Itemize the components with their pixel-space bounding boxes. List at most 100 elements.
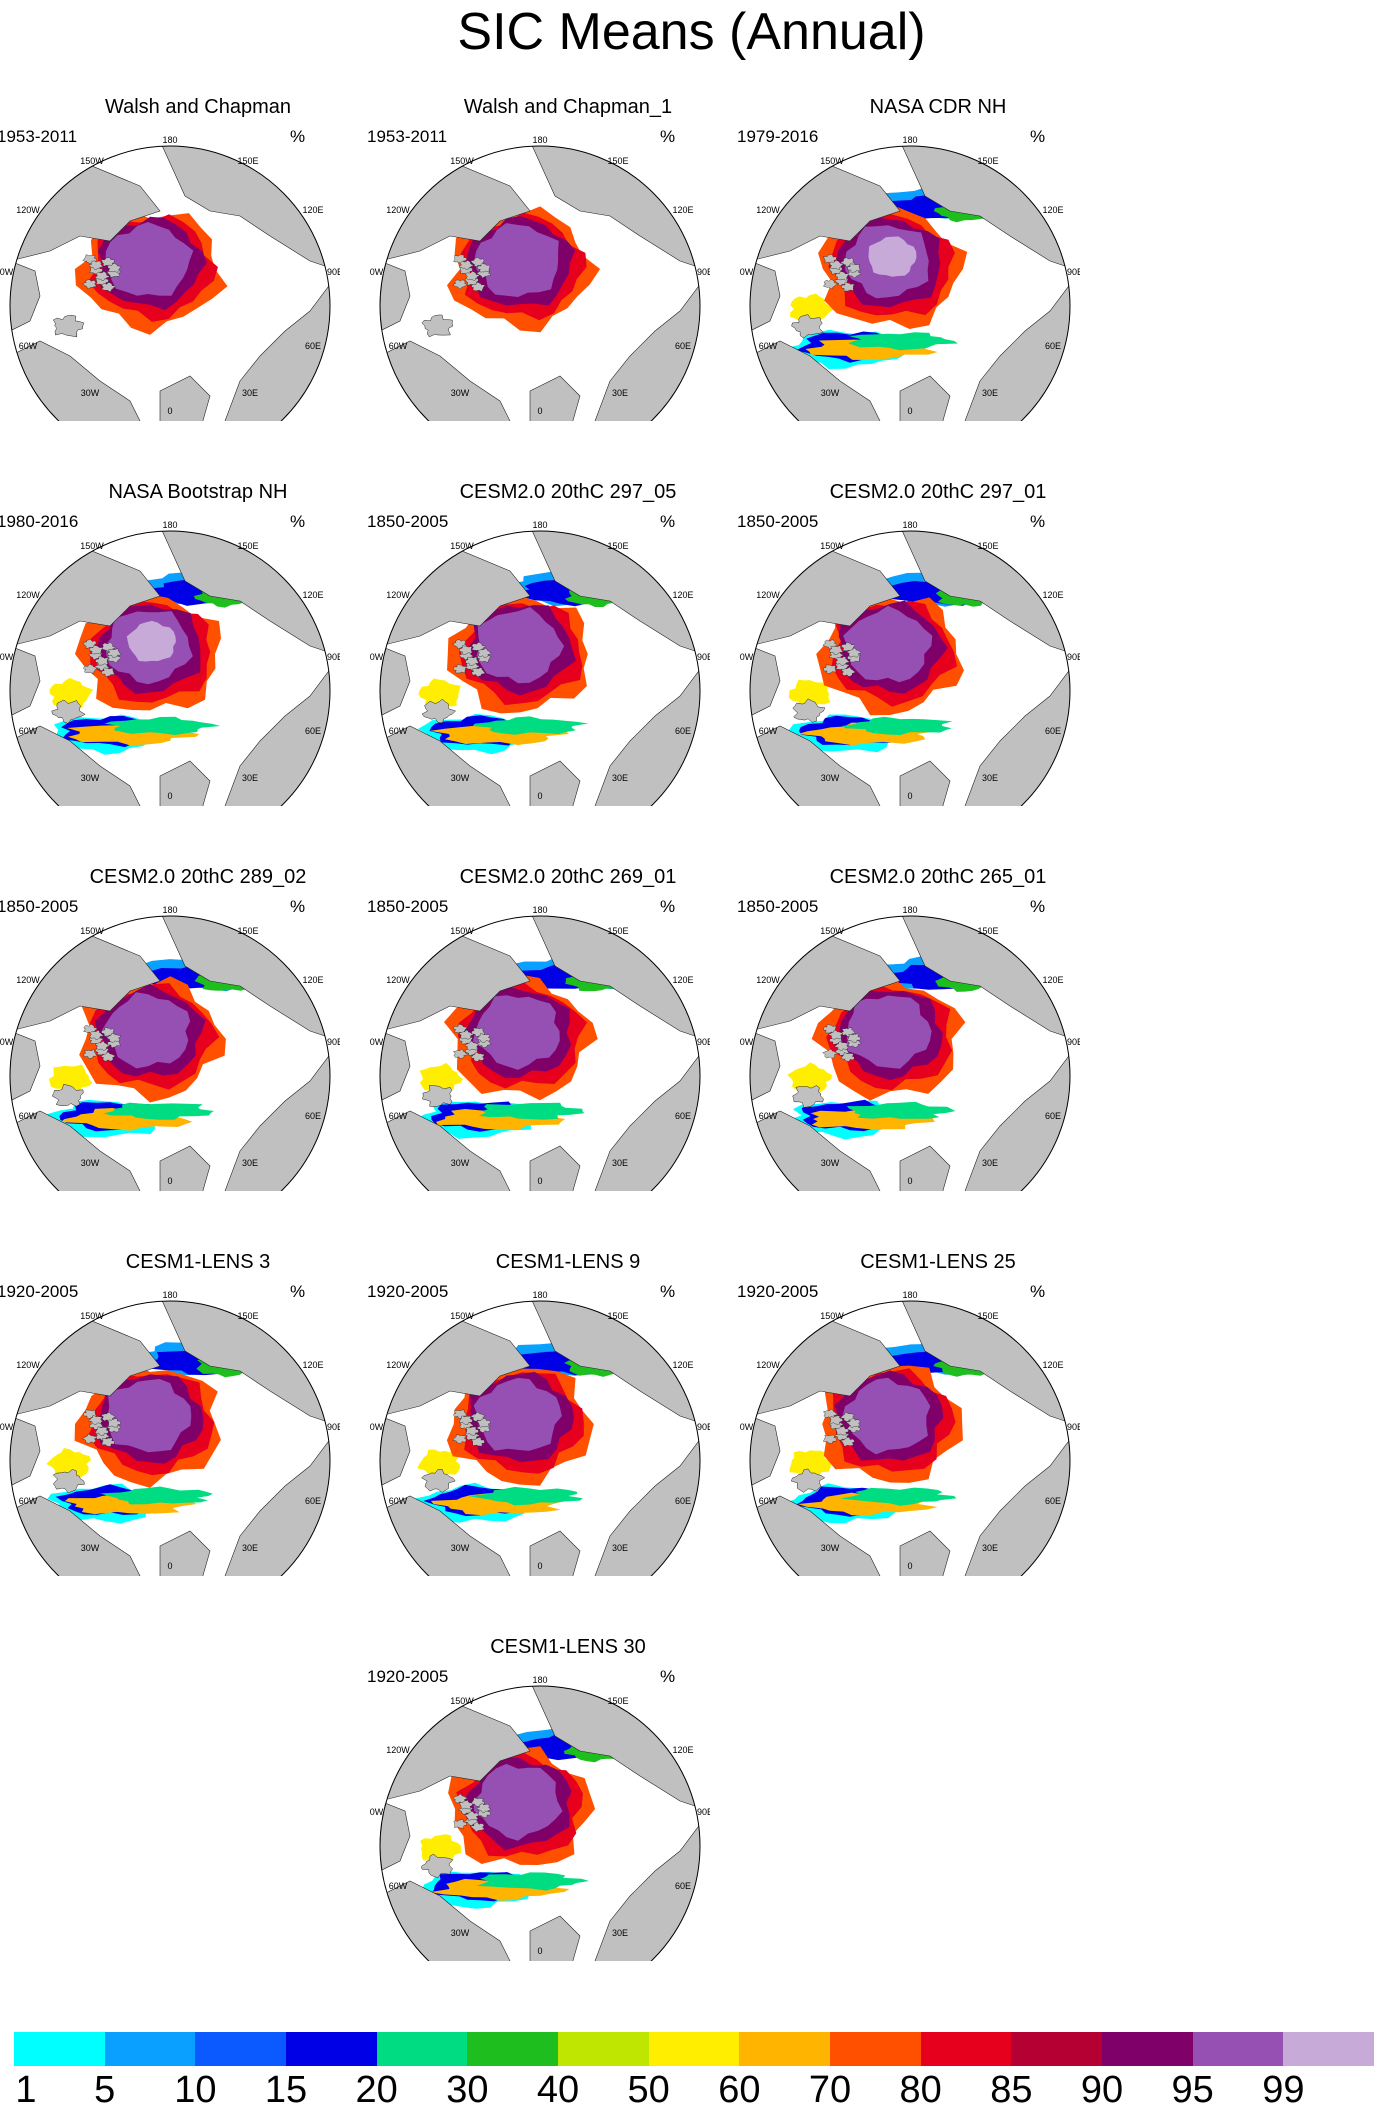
lon-label-60e: 60E: [305, 1496, 321, 1506]
lon-label-90w: 90W: [740, 1037, 754, 1047]
panel-title: NASA Bootstrap NH: [108, 481, 288, 503]
lon-label-0: 0: [907, 1176, 912, 1186]
panel-title: CESM1-LENS 30: [490, 1636, 646, 1658]
lon-label-0: 0: [907, 1561, 912, 1571]
lon-label-90e: 90E: [1067, 1037, 1080, 1047]
panel-title: Walsh and Chapman_1: [463, 96, 673, 118]
colorbar-tick-label: 5: [94, 2069, 116, 2111]
lon-label-180: 180: [162, 905, 177, 915]
lon-label-60e: 60E: [305, 726, 321, 736]
panel-unit: %: [1030, 512, 1046, 531]
lon-label-0: 0: [167, 406, 172, 416]
lon-label-120w: 120W: [756, 975, 780, 985]
colorbar-segment: [376, 2032, 468, 2066]
lon-label-120e: 120E: [672, 975, 693, 985]
map-panel: Walsh and Chapman 1953-2011% 180 150W 150E 12…: [0, 95, 380, 465]
polar-map: 180 150W 150E 120W 120E 90W 90E 60W 60E 30W 30E 0: [0, 135, 340, 421]
lon-label-90e: 90E: [697, 1807, 710, 1817]
lon-label-60e: 60E: [1045, 1496, 1061, 1506]
lon-label-120e: 120E: [672, 205, 693, 215]
lon-label-150e: 150E: [237, 541, 258, 551]
lon-label-90e: 90E: [327, 1422, 340, 1432]
lon-label-0: 0: [537, 1561, 542, 1571]
lon-label-30e: 30E: [982, 1158, 998, 1168]
lon-label-180: 180: [532, 1290, 547, 1300]
panel-period: 1850-2005: [367, 897, 449, 916]
panel-unit: %: [290, 1282, 306, 1301]
colorbar-segment: [1283, 2032, 1374, 2066]
lon-label-0: 0: [907, 791, 912, 801]
colorbar-tick-label: 1: [15, 2069, 37, 2111]
panel-unit: %: [660, 897, 676, 916]
panel-unit: %: [290, 127, 306, 146]
lon-label-60e: 60E: [675, 1496, 691, 1506]
map-panel: CESM1-LENS 3 1920-2005% 180 150W 150E 120W 120…: [0, 1250, 380, 1620]
colorbar-tick-label: 99: [1262, 2069, 1305, 2111]
map-panel: NASA Bootstrap NH 1980-2016% 180 150W 150E 12…: [0, 480, 380, 850]
panel-period: 1850-2005: [0, 897, 79, 916]
lon-label-120e: 120E: [302, 975, 323, 985]
lon-label-0: 0: [537, 1946, 542, 1956]
lon-label-90w: 90W: [0, 1037, 14, 1047]
lon-label-30e: 30E: [612, 388, 628, 398]
lon-label-150e: 150E: [237, 1311, 258, 1321]
lon-label-180: 180: [532, 1675, 547, 1685]
lon-label-150w: 150W: [80, 156, 104, 166]
lon-label-150e: 150E: [607, 541, 628, 551]
lon-label-150e: 150E: [237, 926, 258, 936]
lon-label-30e: 30E: [242, 1543, 258, 1553]
lon-label-150e: 150E: [977, 926, 998, 936]
lon-label-30e: 30E: [242, 1158, 258, 1168]
colorbar-segment: [1102, 2032, 1193, 2066]
lon-label-120w: 120W: [16, 590, 40, 600]
panel-title: CESM2.0 20thC 289_02: [89, 866, 307, 888]
colorbar-segment: [830, 2032, 921, 2066]
lon-label-150e: 150E: [607, 1696, 628, 1706]
colorbar-tick-label: 20: [355, 2069, 398, 2111]
lon-label-90e: 90E: [327, 1037, 340, 1047]
lon-label-30e: 30E: [612, 1928, 628, 1938]
colorbar-segment: [104, 2032, 196, 2066]
lon-label-30e: 30E: [612, 1543, 628, 1553]
lon-label-90w: 90W: [0, 267, 14, 277]
lon-label-120w: 120W: [386, 975, 410, 985]
lon-label-120w: 120W: [16, 975, 40, 985]
polar-map: 180 150W 150E 120W 120E 90W 90E 60W 60E 30W 30E 0: [370, 1290, 710, 1576]
lon-label-150w: 150W: [820, 926, 844, 936]
lon-label-90w: 90W: [370, 267, 384, 277]
lon-label-90e: 90E: [327, 267, 340, 277]
polar-map: 180 150W 150E 120W 120E 90W 90E 60W 60E 30W 30E 0: [0, 1290, 340, 1576]
lon-label-60w: 60W: [389, 1496, 408, 1506]
panel-title: CESM1-LENS 9: [495, 1251, 641, 1273]
colorbar-tick-label: 30: [446, 2069, 489, 2111]
panel-unit: %: [660, 127, 676, 146]
panel-title: Walsh and Chapman: [104, 96, 292, 118]
lon-label-60e: 60E: [1045, 341, 1061, 351]
polar-map: 180 150W 150E 120W 120E 90W 90E 60W 60E 30W 30E 0: [370, 135, 710, 421]
lon-label-30e: 30E: [242, 773, 258, 783]
lon-label-180: 180: [902, 135, 917, 145]
panel-period: 1920-2005: [0, 1282, 79, 1301]
lon-label-180: 180: [902, 1290, 917, 1300]
colorbar-tick-label: 15: [264, 2069, 308, 2111]
lon-label-150w: 150W: [820, 541, 844, 551]
lon-label-150w: 150W: [450, 156, 474, 166]
lon-label-150e: 150E: [607, 156, 628, 166]
figure-title: SIC Means (Annual): [457, 3, 926, 61]
lon-label-180: 180: [162, 1290, 177, 1300]
lon-label-150e: 150E: [607, 1311, 628, 1321]
lon-label-30w: 30W: [81, 388, 100, 398]
polar-map: 180 150W 150E 120W 120E 90W 90E 60W 60E 30W 30E 0: [740, 1290, 1080, 1576]
lon-label-90e: 90E: [1067, 267, 1080, 277]
panel-unit: %: [290, 897, 306, 916]
lon-label-90e: 90E: [697, 652, 710, 662]
lon-label-150e: 150E: [607, 926, 628, 936]
lon-label-150w: 150W: [80, 541, 104, 551]
lon-label-120w: 120W: [756, 205, 780, 215]
lon-label-120e: 120E: [672, 1745, 693, 1755]
lon-label-150w: 150W: [450, 1696, 474, 1706]
panel-period: 1979-2016: [737, 127, 819, 146]
lon-label-30e: 30E: [612, 773, 628, 783]
lon-label-60w: 60W: [19, 1496, 38, 1506]
lon-label-30w: 30W: [81, 773, 100, 783]
